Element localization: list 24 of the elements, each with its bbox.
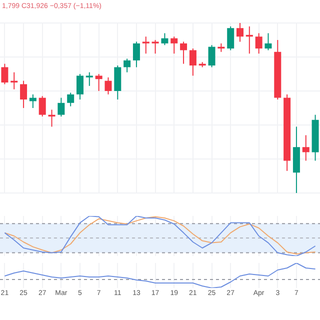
- candlestick: [86, 72, 93, 86]
- candlestick: [208, 44, 216, 68]
- candlestick: [152, 40, 159, 54]
- candlestick: [124, 58, 131, 73]
- candlestick: [302, 134, 310, 162]
- candlestick: [76, 74, 84, 100]
- candlestick: [132, 41, 140, 68]
- candlestick: [67, 92, 74, 107]
- candlestick: [95, 74, 102, 92]
- candlestick: [114, 65, 122, 100]
- candlestick: [142, 36, 150, 54]
- candlestick: [20, 80, 28, 108]
- candlestick: [236, 22, 244, 42]
- candlestick: [104, 76, 112, 95]
- candlestick: [1, 63, 8, 85]
- candlestick: [264, 32, 272, 51]
- candlestick: [170, 36, 178, 54]
- candlestick: [161, 32, 168, 46]
- candlestick: [58, 97, 65, 117]
- candlestick: [227, 26, 234, 51]
- candlestick: [255, 32, 262, 54]
- candlestick: [180, 41, 188, 64]
- candlestick: [38, 96, 46, 117]
- candlestick: [189, 48, 196, 76]
